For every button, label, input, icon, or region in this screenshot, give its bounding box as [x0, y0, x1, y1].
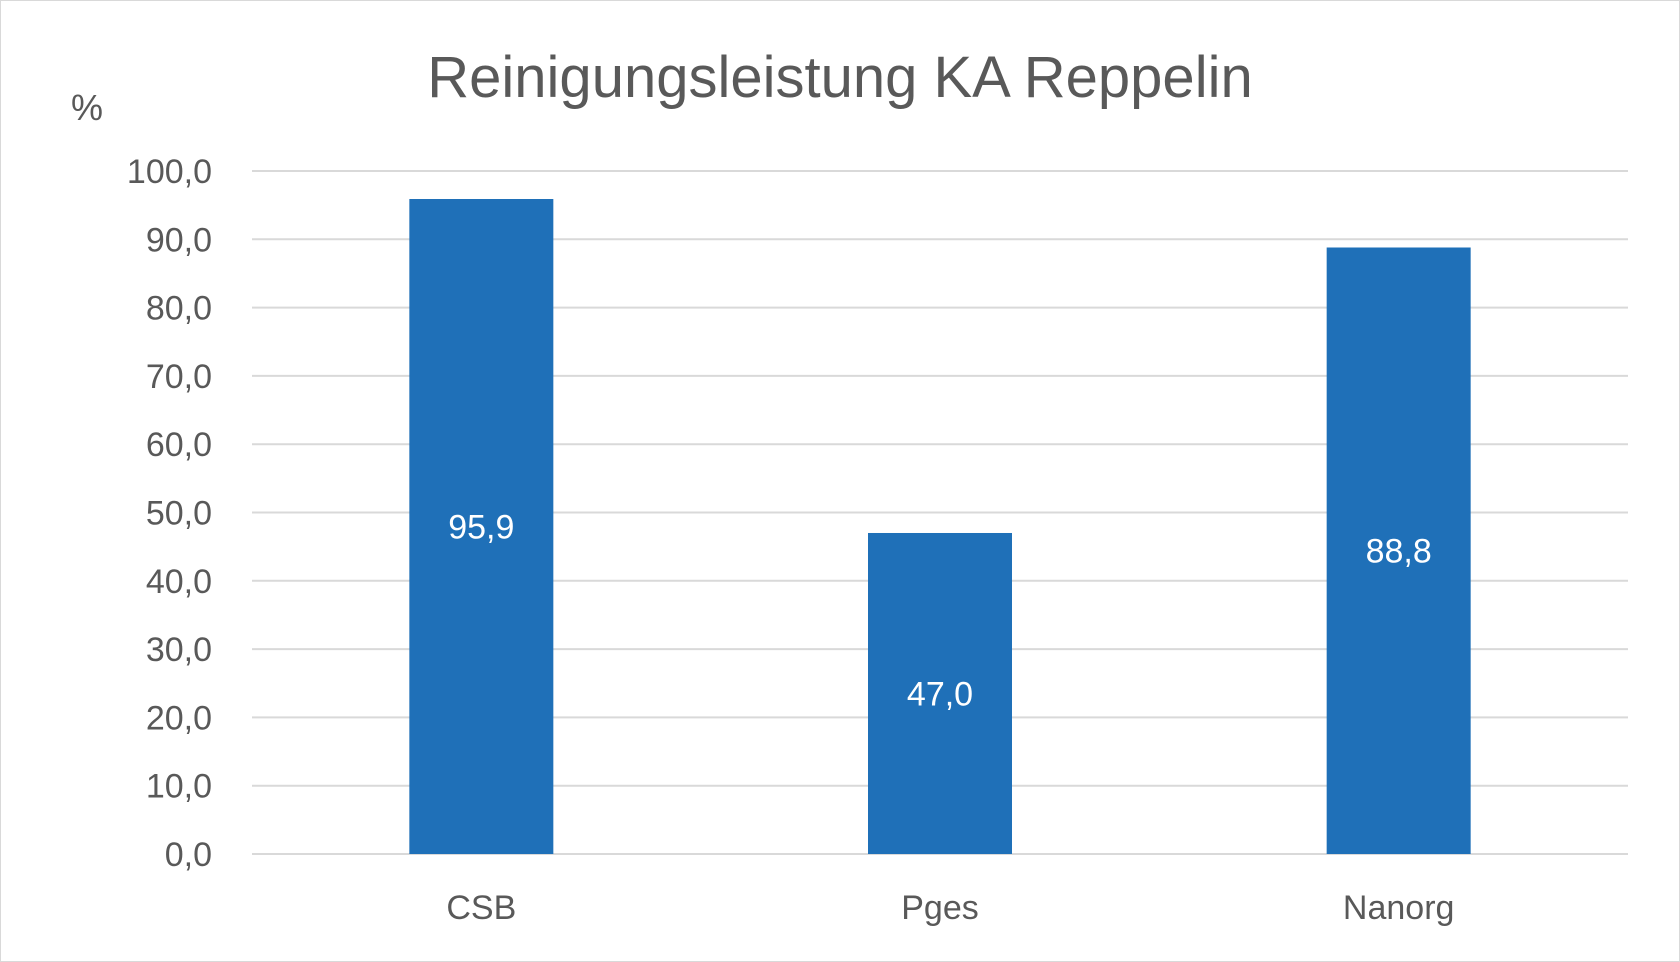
y-unit-label: %: [71, 87, 103, 128]
y-tick-label: 40,0: [146, 563, 212, 601]
x-axis-categories: CSB Pges Nanorg: [446, 889, 1454, 927]
y-tick-label: 80,0: [146, 290, 212, 328]
y-tick-label: 30,0: [146, 631, 212, 669]
x-category-label: Nanorg: [1343, 889, 1455, 927]
y-tick-label: 0,0: [165, 836, 212, 874]
bars: [409, 199, 1471, 855]
y-tick-label: 90,0: [146, 221, 212, 259]
y-axis-ticks: 0,0 10,0 20,0 30,0 40,0 50,0 60,0 70,0 80,0 90,0 1…: [127, 153, 212, 874]
data-labels: 95,9 47,0 88,8: [448, 509, 1432, 714]
y-tick-label: 100,0: [127, 153, 212, 191]
x-category-label: Pges: [901, 889, 979, 927]
bar-pges: [868, 532, 1012, 854]
data-label: 95,9: [448, 509, 514, 547]
x-category-label: CSB: [446, 889, 516, 927]
y-tick-label: 70,0: [146, 358, 212, 396]
y-tick-label: 10,0: [146, 768, 212, 806]
bar-csb: [409, 199, 554, 855]
data-label: 47,0: [907, 675, 973, 713]
bar-nanorg: [1326, 247, 1471, 855]
chart-title: Reinigungsleistung KA Reppelin: [427, 45, 1252, 110]
y-tick-label: 60,0: [146, 426, 212, 464]
y-tick-label: 50,0: [146, 495, 212, 533]
y-tick-label: 20,0: [146, 699, 212, 737]
data-label: 88,8: [1366, 533, 1432, 571]
